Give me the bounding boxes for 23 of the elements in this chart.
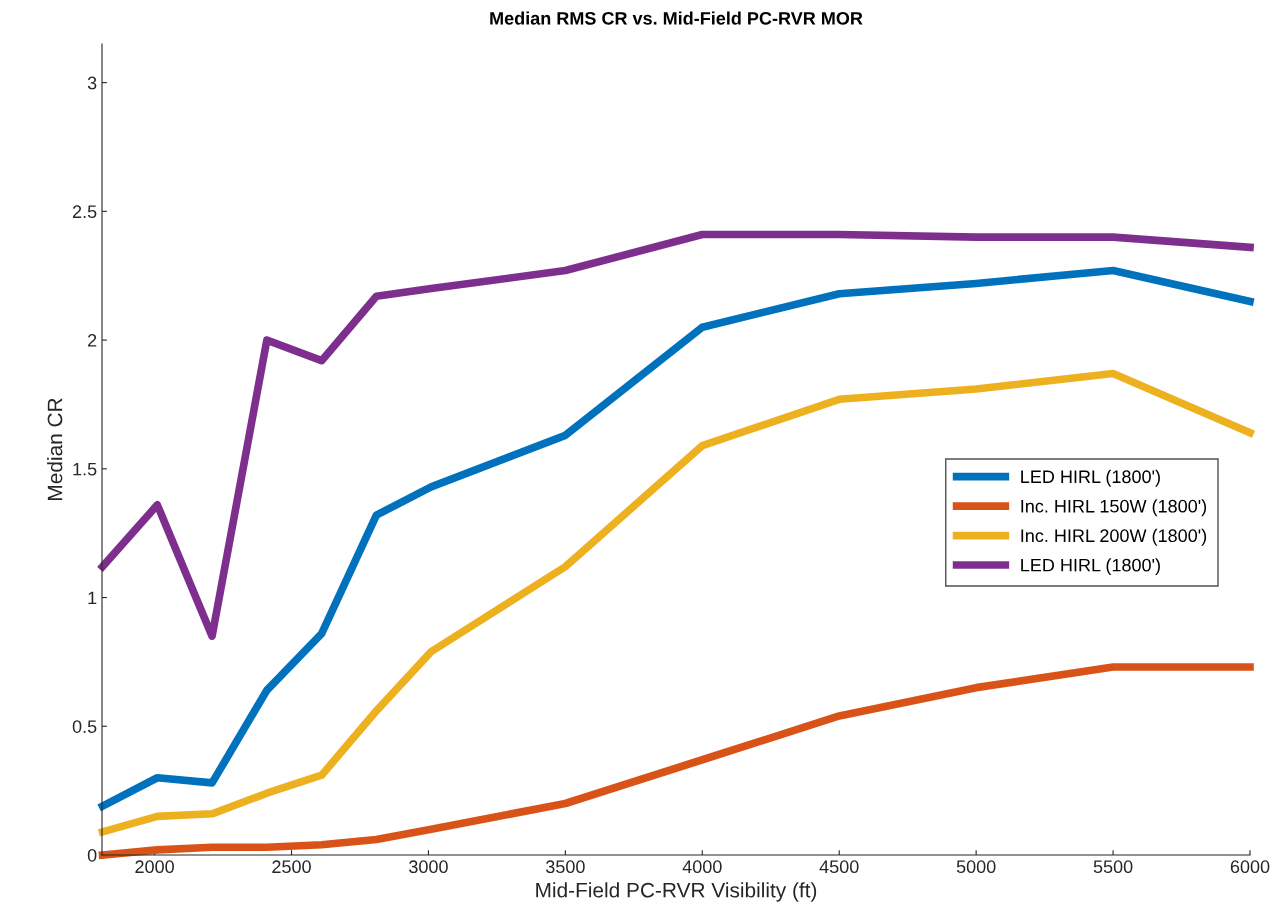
x-tick-label: 5000 (956, 860, 996, 874)
legend-label: LED HIRL (1800') (1021, 469, 1160, 487)
legend-label: Inc. HIRL 200W (1800') (1021, 528, 1207, 546)
y-tick-label: 0 (87, 848, 97, 862)
x-tick-label: 6000 (1230, 860, 1270, 874)
y-tick-label: 2.5 (72, 205, 97, 219)
legend-label: LED HIRL (1800') (1021, 558, 1160, 576)
y-tick-label: 3 (87, 76, 97, 90)
x-tick-label: 2500 (272, 860, 311, 874)
x-tick-label: 5500 (1093, 860, 1133, 874)
y-tick-label: 1 (88, 591, 97, 605)
y-tick-label: 1.5 (73, 462, 97, 476)
y-tick-label: 2 (88, 334, 97, 347)
x-tick-label: 3500 (545, 860, 585, 874)
x-tick-label: 4500 (819, 860, 859, 874)
y-axis-title: Median CR (47, 398, 63, 500)
legend-label: Inc. HIRL 150W (1800') (1021, 499, 1207, 517)
x-tick-label: 4000 (682, 860, 722, 874)
x-tick-label: 3000 (409, 860, 448, 874)
y-tick-label: 0.5 (72, 720, 97, 733)
chart-title: Median RMS CR vs. Mid-Field PC-RVR MOR (490, 11, 863, 25)
x-tick-label: 2000 (135, 860, 174, 874)
x-axis-title: Mid-Field PC-RVR Visibility (ft) (536, 882, 817, 902)
